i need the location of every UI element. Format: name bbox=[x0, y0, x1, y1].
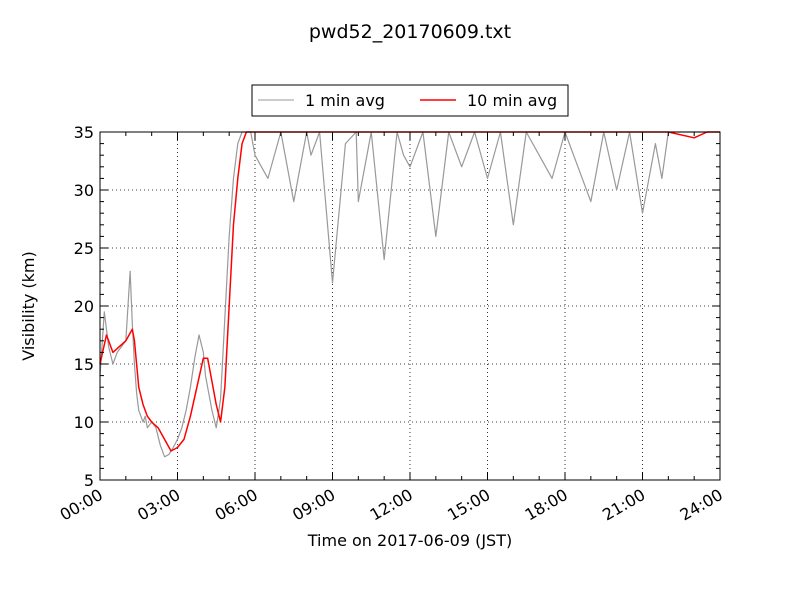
y-tick-label: 30 bbox=[74, 181, 94, 200]
legend-frame bbox=[251, 84, 569, 117]
y-tick-label: 15 bbox=[74, 355, 94, 374]
x-axis-label: Time on 2017-06-09 (JST) bbox=[307, 531, 512, 550]
y-axis-label: Visibility (km) bbox=[19, 251, 38, 360]
y-tick-label: 10 bbox=[74, 413, 94, 432]
series-line-1-min-avg bbox=[99, 131, 720, 458]
y-tick-label: 5 bbox=[84, 471, 94, 490]
legend-label-10-min-avg: 10 min avg bbox=[467, 91, 557, 110]
y-tick-label: 20 bbox=[74, 297, 94, 316]
y-tick-label: 35 bbox=[74, 123, 94, 142]
y-tick-label: 25 bbox=[74, 239, 94, 258]
legend: 1 min avg 10 min avg bbox=[251, 84, 569, 117]
legend-label-1-min-avg: 1 min avg bbox=[305, 91, 385, 110]
chart-title: pwd52_20170609.txt bbox=[309, 21, 511, 43]
